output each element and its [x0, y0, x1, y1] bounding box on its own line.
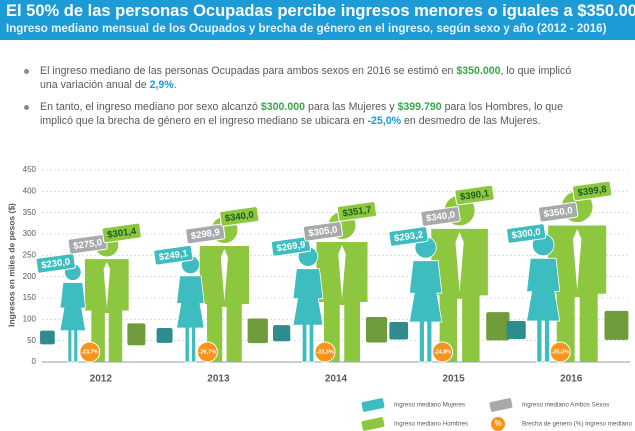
gap-marker: [314, 341, 336, 363]
value-label: $249,1: [158, 248, 189, 263]
legend-label: Ingreso mediano Mujeres: [394, 402, 465, 409]
handbag: [273, 325, 291, 342]
briefcase: [366, 316, 388, 343]
x-tick-label: 2015: [442, 374, 465, 385]
x-tick-label: 2016: [560, 374, 583, 385]
y-tick-label: 50: [27, 336, 36, 345]
value-tag: [420, 206, 461, 227]
value-tag: [454, 184, 495, 206]
gap-marker: [549, 341, 571, 363]
gap-marker: [79, 341, 101, 363]
value-tag: [101, 222, 142, 244]
gap-label: -24,8%: [434, 349, 452, 355]
gap-marker: [432, 341, 454, 363]
subtitle: Ingreso mediano mensual de los Ocupados …: [6, 22, 607, 35]
tie: [338, 244, 346, 299]
y-tick-label: 300: [23, 229, 37, 238]
legend-swatch: [489, 398, 513, 412]
value-label: $340,0: [224, 209, 254, 224]
value-tag: [185, 223, 226, 245]
legend-swatch: [361, 398, 385, 412]
legend-label: Ingreso mediano Ambos Sexos: [522, 402, 609, 409]
y-tick-label: 150: [23, 293, 37, 302]
bullet-text: En tanto, el ingreso mediano por sexo al…: [40, 101, 261, 113]
bullet-list: El ingreso mediano de las personas Ocupa…: [22, 64, 582, 136]
value-label: $350,0: [543, 205, 573, 220]
value-tag: [336, 201, 378, 222]
bullet-text: en desmedro de las Mujeres.: [401, 115, 541, 127]
legend-label: Ingreso mediano Hombres: [394, 421, 468, 428]
highlight: $399.790: [397, 101, 442, 113]
x-tick-label: 2012: [90, 374, 113, 385]
briefcase: [127, 323, 146, 346]
title: El 50% de las personas Ocupadas percibe …: [6, 2, 635, 20]
value-label: $351,7: [342, 204, 372, 219]
gap-label: -23,7%: [81, 349, 99, 355]
value-label: $300,0: [511, 227, 541, 242]
handbag: [389, 321, 409, 340]
briefcase: [486, 312, 510, 341]
value-label: $275,0: [73, 237, 103, 252]
value-tag: [538, 201, 579, 223]
legend-label: Brecha de género (%) ingreso mediano: [522, 421, 632, 428]
value-label: $269,9: [276, 239, 306, 254]
bullet: El ingreso mediano de las personas Ocupa…: [22, 64, 582, 92]
bullet-text: El ingreso mediano de las personas Ocupa…: [40, 65, 457, 77]
value-label: $301,4: [107, 226, 138, 241]
bullet-text: para los Hombres, lo que implicó que la …: [40, 101, 563, 127]
value-tag: [388, 226, 429, 247]
y-tick-label: 450: [23, 165, 37, 174]
gap-label: -26,7%: [199, 349, 217, 355]
value-tag: [153, 244, 194, 266]
tie: [572, 228, 582, 291]
y-tick-label: 0: [32, 357, 37, 366]
highlight: 2,9%: [149, 79, 174, 91]
tie: [455, 232, 464, 293]
value-label: $305,0: [308, 224, 338, 239]
highlight: -25,0%: [367, 115, 402, 127]
handbag: [40, 330, 55, 345]
gap-marker: [196, 341, 218, 363]
legend-swatch: [491, 417, 505, 431]
handbag: [506, 321, 526, 339]
y-tick-label: 250: [23, 250, 37, 259]
y-axis-label: Ingresos en miles de pesos ($): [6, 203, 16, 327]
value-tag: [506, 223, 547, 244]
value-label: $390,1: [459, 188, 490, 203]
value-tag: [270, 236, 312, 257]
bullet: En tanto, el ingreso mediano por sexo al…: [22, 100, 582, 128]
y-tick-label: 400: [23, 186, 37, 195]
legend-swatch: [361, 417, 385, 431]
value-label: $298,9: [190, 227, 220, 242]
briefcase: [247, 318, 268, 344]
tie: [220, 248, 229, 302]
value-tag: [572, 180, 613, 202]
legend-icon-label: %: [494, 419, 501, 428]
value-label: $399,8: [577, 184, 607, 199]
value-label: $230,0: [41, 256, 71, 271]
y-tick-label: 200: [23, 272, 37, 281]
x-tick-label: 2013: [207, 374, 230, 385]
y-tick-label: 100: [23, 314, 37, 323]
value-tag: [219, 206, 260, 227]
highlight: $350.000: [456, 65, 501, 77]
header: El 50% de las personas Ocupadas percibe …: [0, 0, 635, 40]
value-label: $293,2: [393, 229, 423, 244]
handbag: [156, 327, 173, 343]
value-label: $340,0: [425, 209, 455, 224]
gap-label: -23,3%: [316, 349, 334, 355]
bullet-text: para las Mujeres y: [305, 101, 398, 113]
highlight: $300.000: [260, 101, 306, 113]
briefcase: [604, 310, 629, 340]
value-tag: [302, 221, 344, 242]
value-tag: [35, 253, 76, 274]
bullet-text: .: [173, 79, 177, 91]
bullet-text: , lo que implicó una variación anual de: [40, 65, 572, 91]
y-tick-label: 350: [23, 208, 37, 217]
tie: [103, 261, 111, 308]
gap-label: -25,0%: [551, 349, 569, 355]
x-tick-label: 2014: [325, 374, 348, 385]
